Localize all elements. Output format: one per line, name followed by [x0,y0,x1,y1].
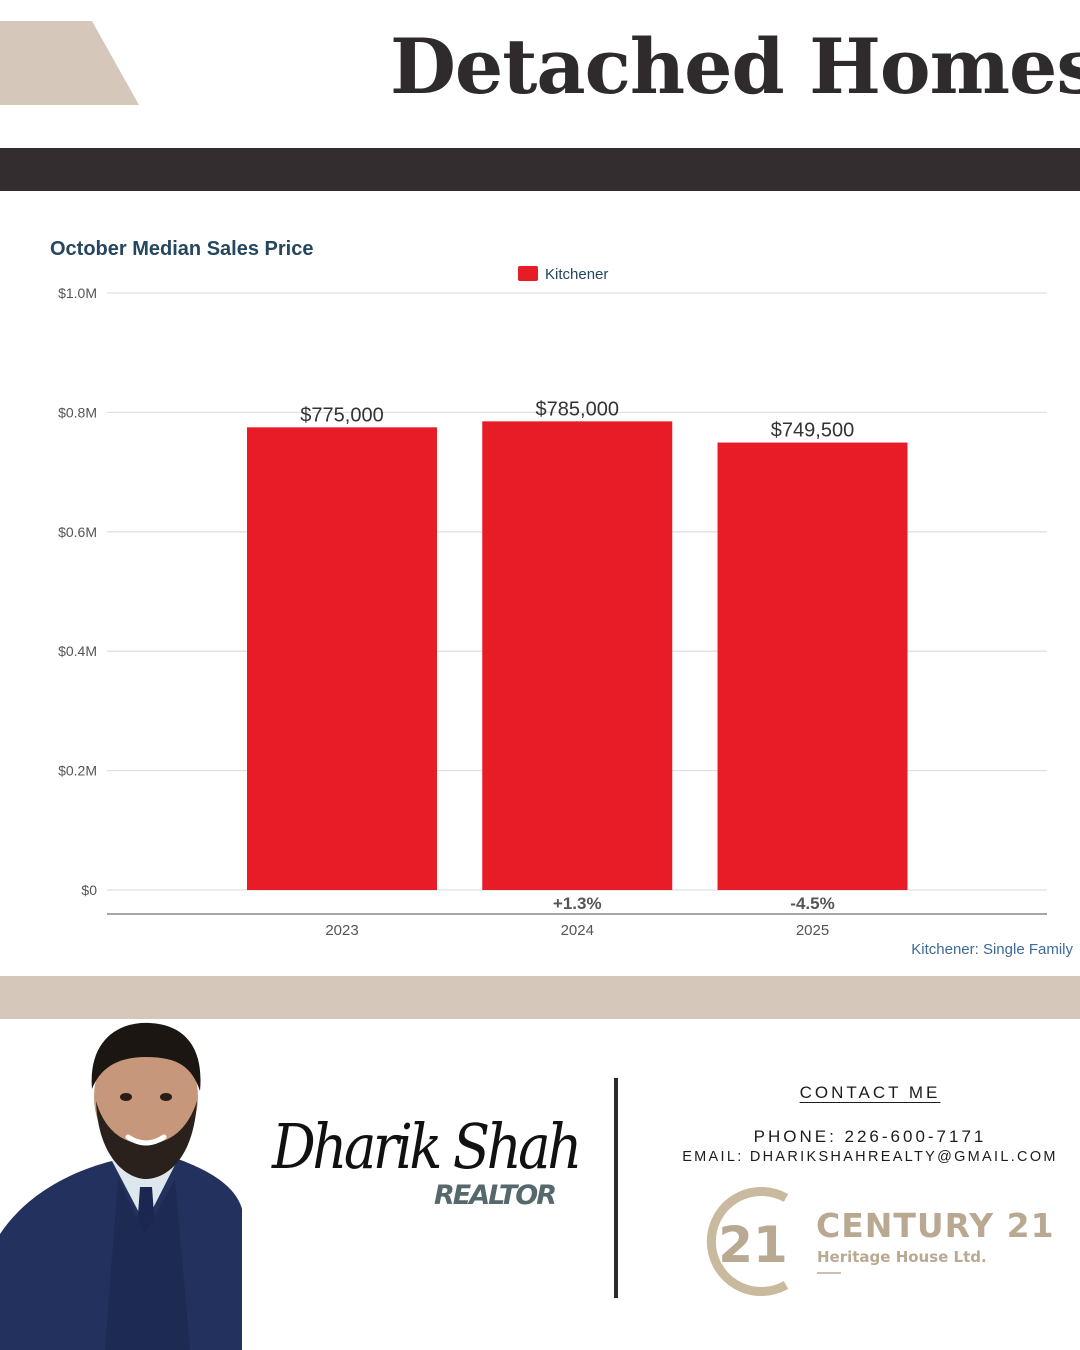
legend-swatch [518,266,538,281]
y-tick-label: $0.6M [58,524,97,540]
agent-name: Dharik Shah [272,1110,582,1183]
bar-2023 [247,427,437,890]
page-title: Detached Homes [390,22,1080,111]
footer-band [0,976,1080,1019]
x-tick-label: 2023 [325,922,358,939]
brokerage-subtitle: Heritage House Ltd. [817,1248,987,1266]
y-tick-label: $1.0M [58,285,97,301]
agent-role: REALTOR [434,1180,557,1211]
brokerage-name: CENTURY 21 [816,1206,1055,1245]
median-price-chart: $0 $0.2M $0.4M $0.6M $0.8M $1.0M Kitchener $775… [58,266,1047,939]
logo-mark-text: 21 [718,1216,788,1274]
contact-email[interactable]: EMAIL: DHARIKSHAHREALTY@GMAIL.COM [682,1149,1058,1165]
chart-title: October Median Sales Price [50,238,314,260]
y-tick-label: $0.8M [58,404,97,420]
bar-2025 [717,442,908,890]
contact-heading: CONTACT ME [799,1083,941,1102]
bar-2024 [482,421,673,890]
data-label: $775,000 [300,404,383,426]
x-tick-label: 2024 [561,922,594,939]
decorative-tab [0,21,139,105]
brokerage-logo: 21 CENTURY 21 Heritage House Ltd. [698,1184,1054,1299]
change-label: -4.5% [790,894,834,913]
century21-seal-icon: 21 [706,1187,789,1296]
agent-portrait [0,1022,242,1350]
data-label: $785,000 [536,398,619,420]
vertical-divider [614,1078,618,1298]
x-tick-label: 2025 [796,922,829,939]
data-label: $749,500 [771,420,854,442]
change-label: +1.3% [553,894,602,913]
logo-rule [817,1272,841,1274]
contact-phone[interactable]: PHONE: 226-600-7171 [753,1127,987,1146]
y-tick-label: $0.2M [58,763,97,779]
chart-footnote: Kitchener: Single Family [911,941,1073,958]
y-tick-label: $0.4M [58,643,97,659]
header-band [0,148,1080,191]
legend-label: Kitchener [545,266,608,283]
y-tick-label: $0 [81,882,97,898]
